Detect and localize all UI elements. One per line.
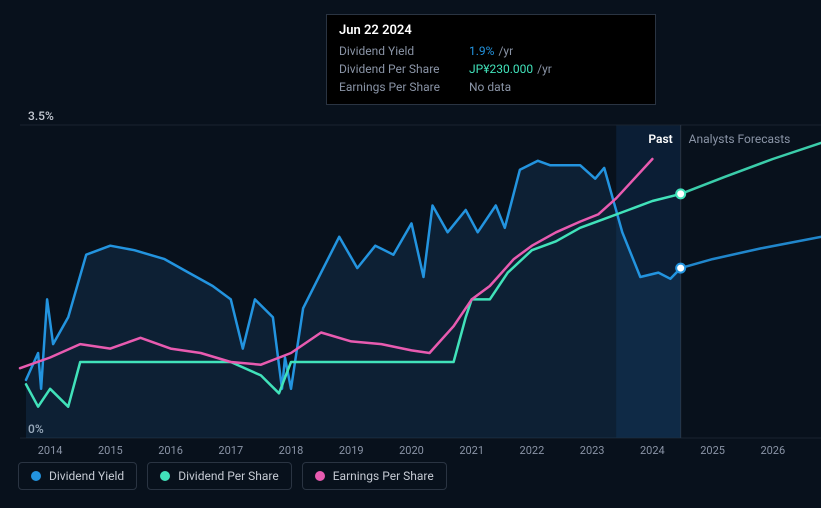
legend-label: Earnings Per Share <box>333 469 434 483</box>
svg-text:2025: 2025 <box>700 444 725 457</box>
tooltip-row-label: Dividend Yield <box>339 44 469 58</box>
svg-text:2026: 2026 <box>760 444 785 457</box>
tooltip-row-value: JP¥230.000 <box>469 62 533 76</box>
svg-text:3.5%: 3.5% <box>28 109 54 123</box>
tooltip-row-unit: /yr <box>498 44 513 58</box>
svg-text:2016: 2016 <box>158 444 183 457</box>
svg-text:2018: 2018 <box>279 444 304 457</box>
legend-dot <box>315 471 325 481</box>
legend-dot <box>31 471 41 481</box>
tooltip-row-label: Earnings Per Share <box>339 80 469 94</box>
tooltip-row-unit: /yr <box>537 62 552 76</box>
svg-text:2022: 2022 <box>520 444 545 457</box>
legend-item-dividend-per-share[interactable]: Dividend Per Share <box>147 462 292 490</box>
svg-text:2017: 2017 <box>218 444 243 457</box>
legend-item-dividend-yield[interactable]: Dividend Yield <box>18 462 137 490</box>
svg-text:2020: 2020 <box>399 444 424 457</box>
tooltip-row-value: 1.9% <box>469 44 494 58</box>
svg-text:2014: 2014 <box>38 444 63 457</box>
svg-text:2015: 2015 <box>98 444 123 457</box>
svg-text:2021: 2021 <box>459 444 484 457</box>
tooltip-row: Earnings Per ShareNo data <box>339 78 643 96</box>
legend-label: Dividend Per Share <box>178 469 279 483</box>
tooltip-row: Dividend Per ShareJP¥230.000/yr <box>339 60 643 78</box>
svg-text:2019: 2019 <box>339 444 364 457</box>
legend-label: Dividend Yield <box>49 469 124 483</box>
legend-dot <box>160 471 170 481</box>
svg-text:2023: 2023 <box>580 444 605 457</box>
chart-legend: Dividend Yield Dividend Per Share Earnings… <box>18 462 447 490</box>
svg-text:Past: Past <box>648 132 672 146</box>
tooltip-row-label: Dividend Per Share <box>339 62 469 76</box>
chart-tooltip: Jun 22 2024 Dividend Yield1.9%/yrDividen… <box>326 14 656 105</box>
svg-text:Analysts Forecasts: Analysts Forecasts <box>689 132 791 146</box>
tooltip-row: Dividend Yield1.9% /yr <box>339 42 643 60</box>
svg-text:2024: 2024 <box>640 444 665 457</box>
tooltip-date: Jun 22 2024 <box>339 23 643 38</box>
tooltip-rows: Dividend Yield1.9%/yrDividend Per ShareJ… <box>339 42 643 96</box>
legend-item-earnings-per-share[interactable]: Earnings Per Share <box>302 462 447 490</box>
dividend-chart: 0%3.5%PastAnalysts Forecasts201420152016… <box>0 0 821 508</box>
tooltip-row-value: No data <box>469 80 511 94</box>
